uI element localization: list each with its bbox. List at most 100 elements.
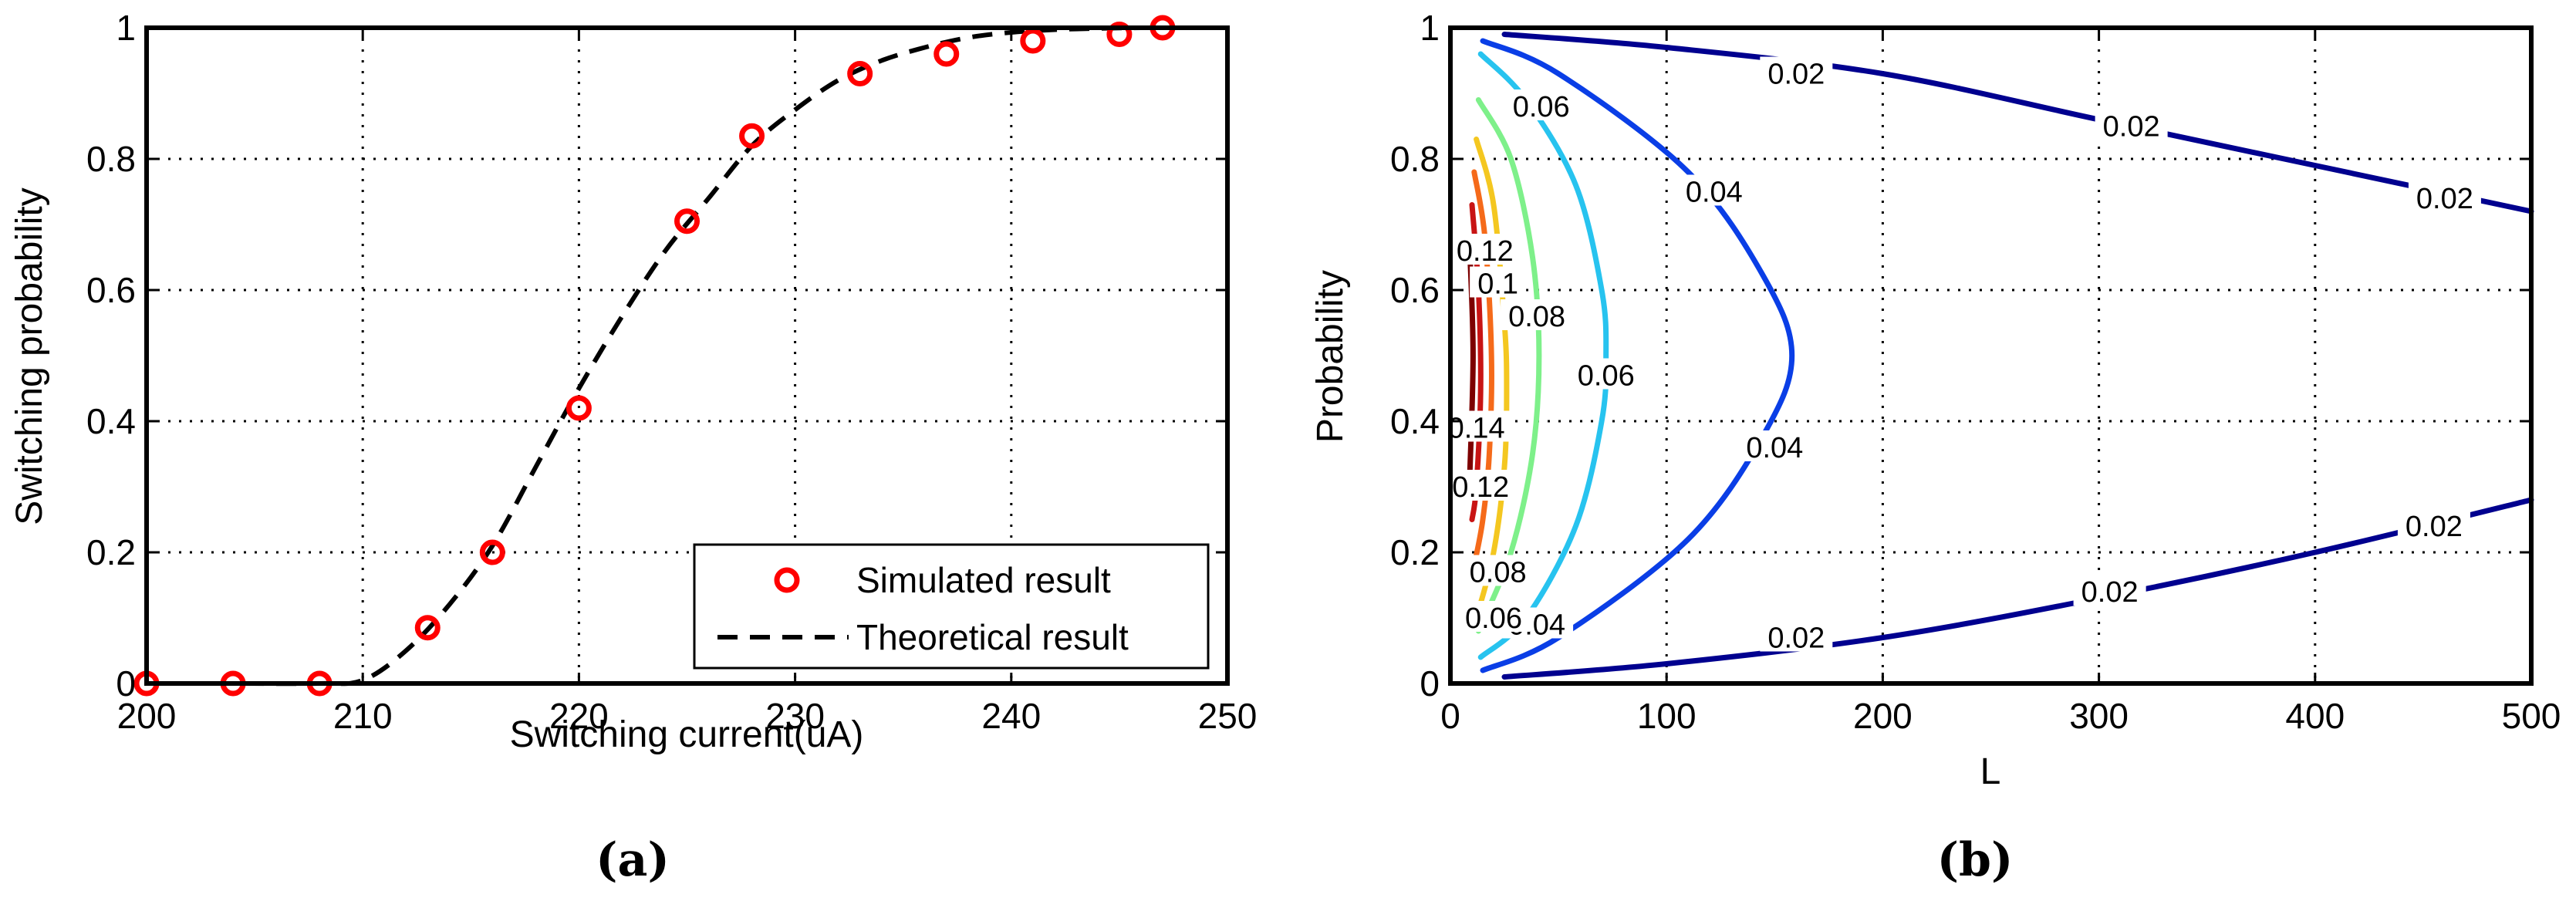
y-tick-label: 0 [1420,663,1440,704]
a-axes-frame [144,25,1230,686]
y-tick-label: 0.6 [1390,270,1440,310]
panel-a: 200 210 220 230 240 250 0 0.2 0.4 0.6 0.8 1 Switchi… [9,8,1257,887]
contour-line-0-08 [1475,97,1542,634]
simulated-result-point [566,395,592,421]
y-tick-label: 0.4 [86,401,136,441]
contour-label-bg [1444,470,1518,501]
x-tick-label: 210 [333,696,393,736]
x-tick-label: 220 [549,696,609,736]
y-tick-label: 0.2 [1390,532,1440,572]
y-tick-label: 1 [1420,8,1440,48]
b-axes-frame [1448,25,2534,686]
contour-line-0-1 [1474,137,1510,621]
simulated-result-point [739,123,765,149]
contour-label-group: 0.1 [1470,266,1527,301]
contour-label-group: 0.02 [1760,620,1833,655]
contour-label: 0.02 [1767,623,1825,655]
contour-label-bg [1569,358,1642,390]
simulated-result-point [414,615,441,641]
contour-label: 0.12 [1457,235,1514,268]
contour-label-bg [1448,234,1521,265]
contour-line-0-02 [1501,497,2534,680]
contour-label-bg [1504,89,1578,120]
y-tick-label: 0.8 [1390,139,1440,179]
contour-label: 0.02 [2103,111,2160,143]
a-ylabel: Switching probability [9,187,50,525]
simulated-result-point [934,41,960,67]
simulated-result-point [1106,22,1133,47]
contour-label-group: 0.02 [2408,181,2481,215]
contour-label-group: 0.04 [1677,174,1751,209]
contour-label-bg [2073,575,2146,606]
contour-label-group: 0.12 [1444,470,1518,504]
x-tick-label: 0 [1440,696,1460,736]
x-tick-label: 300 [2069,696,2129,736]
a-legend-label-theoretical: Theoretical result [856,617,1129,657]
x-tick-label: 400 [2285,696,2345,736]
x-tick-label: 250 [1198,696,1258,736]
contour-label: 0.06 [1513,91,1570,123]
x-tick-label: 200 [117,696,177,736]
x-tick-label: 200 [1853,696,1913,736]
contour-label-group: 0.06 [1457,601,1531,635]
contour-label: 0.04 [1686,177,1743,209]
simulated-result-point [847,61,873,86]
y-tick-label: 1 [116,8,136,48]
contour-label-bg [2408,181,2481,212]
a-grid [147,28,1227,683]
simulated-result-point [1020,28,1046,54]
contour-line-0-06 [1477,51,1609,660]
contour-label: 0.06 [1578,360,1635,393]
contour-label-bg [1677,174,1751,206]
b-grid [1450,28,2531,683]
theoretical-result-line [147,25,1227,687]
b-xlabel: L [1980,751,2001,792]
x-tick-label: 100 [1637,696,1697,736]
simulated-result-point [479,539,505,565]
contour-label: 0.04 [1746,432,1803,464]
contour-label-group: 0.12 [1448,234,1521,268]
a-legend-box [693,543,1210,670]
contour-label: 0.02 [2406,511,2463,543]
x-tick-label: 230 [765,696,825,736]
a-xlabel: Switching current(uA) [510,714,864,755]
x-tick-label: 240 [981,696,1041,736]
simulated-result-point [674,208,700,235]
b-plot-area: 0.020.020.020.020.020.020.040.040.040.06… [1440,32,2534,680]
contour-label: 0.12 [1452,471,1509,504]
contour-label: 0.1 [1477,268,1518,301]
b-ticks: 0 100 200 300 400 500 0 0.2 0.4 0.6 0.8 1 [1390,8,2561,736]
contour-label-group: 0.02 [2095,109,2168,143]
contour-label-group: 0.06 [1504,89,1578,123]
contour-label-group: 0.02 [2073,575,2146,609]
contour-label-group: 0.02 [1760,56,1833,91]
contour-line-0-12 [1471,169,1494,569]
panel-b-label: (b) [1937,833,2014,887]
contour-line-0-04 [1480,38,1795,673]
panel-a-label: (a) [596,833,670,887]
a-legend-label-simulated: Simulated result [856,560,1111,600]
contour-label: 0.02 [1767,59,1825,91]
contour-label-bg [2095,109,2168,140]
contour-label-bg [1457,601,1531,632]
x-tick-label: 500 [2502,696,2561,736]
y-tick-label: 0.6 [86,270,136,310]
contour-label-group: 0.02 [2397,509,2470,543]
a-legend-marker-simulated [774,567,800,593]
contour-label-bg [1470,266,1527,298]
contour-label-bg [1760,620,1833,652]
contour-label: 0.14 [1448,413,1505,445]
contour-label-bg [1760,56,1833,88]
contour-label: 0.02 [2416,183,2473,215]
contour-label: 0.08 [1470,557,1527,589]
contour-line-0-02 [1501,32,2534,214]
y-tick-label: 0.8 [86,139,136,179]
contour-label-bg [1461,555,1534,586]
b-ylabel: Probability [1310,270,1351,443]
contour-label-group: 0.06 [1569,358,1642,393]
panel-b: 0.020.020.020.020.020.020.040.040.040.06… [1310,8,2561,887]
contour-label-bg [1501,299,1574,330]
contour-label-bg [2397,509,2470,540]
a-ticks: 200 210 220 230 240 250 0 0.2 0.4 0.6 0.8 1 [86,8,1257,736]
contour-label-group: 0.08 [1461,555,1534,589]
